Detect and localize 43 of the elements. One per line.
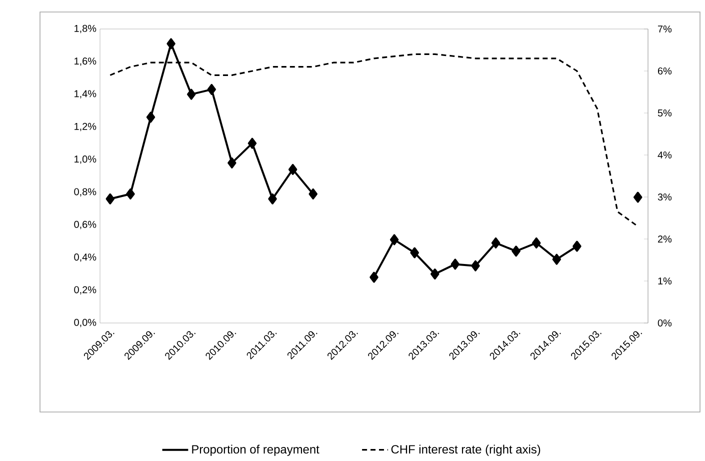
point <box>552 254 562 265</box>
point <box>572 240 582 252</box>
y2-tick-label: 4% <box>658 152 672 158</box>
y2-tick-label: 5% <box>658 109 672 116</box>
y-tick-label: 0,2% <box>74 286 96 294</box>
point <box>491 237 500 248</box>
y2-tick-label: 6% <box>658 67 672 75</box>
point <box>268 193 277 204</box>
point <box>512 246 520 257</box>
point <box>248 138 257 149</box>
point <box>126 188 135 200</box>
point <box>370 272 378 283</box>
y-tick-label: 0,8% <box>74 188 96 196</box>
y2-tick-label: 7% <box>658 26 672 32</box>
y-tick-label: 1,4% <box>74 90 96 98</box>
y-tick-label: 1,8% <box>74 24 96 34</box>
point <box>106 193 115 204</box>
y-tick-label: 0,0% <box>74 318 96 328</box>
y2-tick-label: 3% <box>658 193 672 201</box>
point <box>166 38 176 50</box>
point <box>633 192 642 203</box>
y-tick-label: 0,6% <box>74 220 96 230</box>
point <box>228 157 236 168</box>
y2-tick-label: 2% <box>658 235 672 243</box>
y-tick-label: 0,4% <box>74 254 96 262</box>
y-tick-label: 1,6% <box>74 58 96 66</box>
point <box>146 112 156 123</box>
legend-label: CHF interest rate (right axis) <box>391 444 540 456</box>
point <box>288 164 298 175</box>
point <box>308 188 318 200</box>
legend-label: Proportion of repayment <box>192 444 320 456</box>
y2-tick-label: 1% <box>658 278 672 284</box>
point <box>471 260 480 272</box>
y-tick-label: 1,0% <box>74 156 96 164</box>
y-tick-label: 1,2% <box>74 122 96 132</box>
point <box>450 258 460 270</box>
point <box>430 268 440 280</box>
point <box>532 237 541 248</box>
point <box>207 84 216 95</box>
point <box>186 88 196 100</box>
point <box>390 234 399 246</box>
point <box>410 247 419 258</box>
y2-tick-label: 0% <box>658 319 672 327</box>
